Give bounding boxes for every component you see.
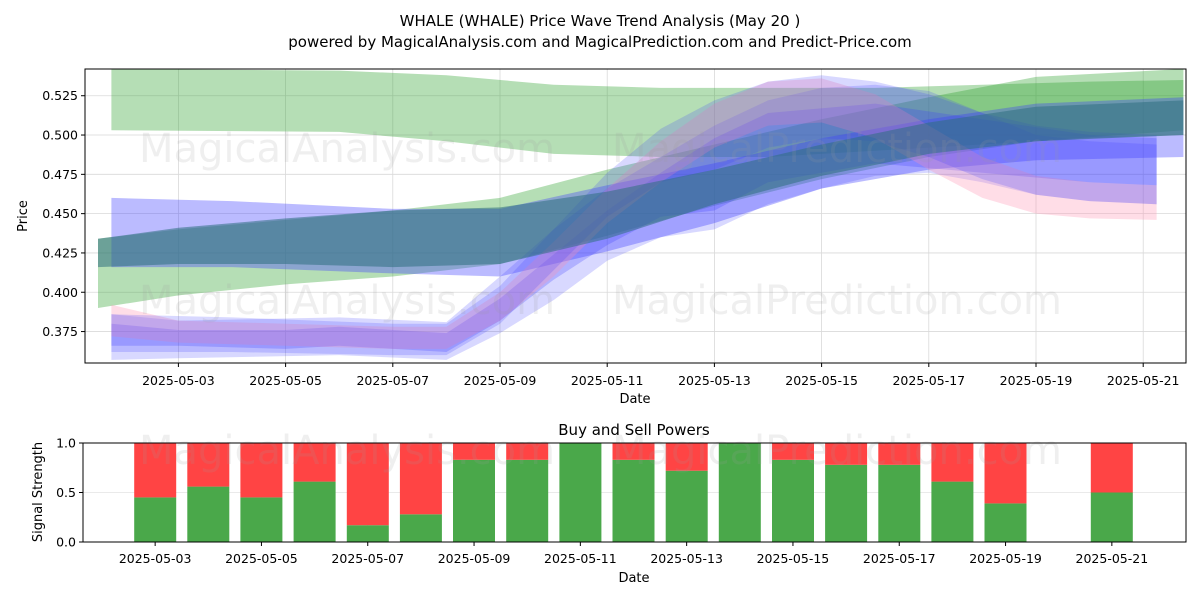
watermark-prediction-mid: MagicalPrediction.com: [612, 278, 1062, 324]
buy-sell-x-tick-label: 2025-05-07: [331, 551, 404, 566]
sell-bar: [931, 443, 974, 482]
buy-sell-plot: Buy and Sell Powers MagicalAnalysis.com …: [31, 421, 1187, 586]
buy-sell-y-tick-label: 0.5: [56, 485, 76, 500]
price-y-ticks: 0.375 0.400 0.425 0.450 0.475 0.500 0.525: [42, 88, 85, 339]
price-x-tick-label: 2025-05-03: [142, 373, 215, 388]
price-x-ticks: 2025-05-03 2025-05-05 2025-05-07 2025-05-09…: [142, 363, 1180, 388]
buy-bar: [825, 464, 868, 542]
buy-sell-x-tick-label: 2025-05-19: [969, 551, 1042, 566]
price-x-tick-label: 2025-05-09: [464, 373, 537, 388]
price-band-teal-7: [98, 100, 1184, 268]
buy-sell-x-tick-label: 2025-05-09: [438, 551, 511, 566]
watermark-analysis-bottom: MagicalAnalysis.com: [139, 428, 555, 474]
buy-bar: [293, 481, 336, 542]
watermark-analysis-mid: MagicalAnalysis.com: [139, 278, 555, 324]
price-x-tick-label: 2025-05-21: [1107, 373, 1180, 388]
price-x-tick-label: 2025-05-05: [249, 373, 322, 388]
sell-bar: [665, 443, 708, 471]
sell-bar: [187, 443, 230, 487]
price-wave-plot: MagicalAnalysis.com MagicalPrediction.co…: [16, 68, 1187, 407]
price-y-label: Price: [16, 200, 31, 232]
buy-sell-x-tick-label: 2025-05-05: [225, 551, 298, 566]
buy-bar: [453, 459, 495, 542]
buy-sell-x-tick-label: 2025-05-15: [757, 551, 830, 566]
buy-bar: [240, 497, 283, 542]
buy-bar: [878, 464, 921, 542]
buy-bar: [346, 525, 389, 542]
price-y-tick-label: 0.375: [42, 324, 78, 339]
buy-sell-y-ticks: 0.0 0.5 1.0: [56, 436, 83, 550]
sell-bar: [1090, 443, 1133, 493]
price-x-tick-label: 2025-05-07: [356, 373, 429, 388]
chart-title: WHALE (WHALE) Price Wave Trend Analysis …: [400, 12, 801, 30]
sell-bar: [346, 443, 389, 526]
price-y-tick-label: 0.475: [42, 167, 78, 182]
chart-subtitle: powered by MagicalAnalysis.com and Magic…: [288, 33, 912, 51]
sell-bar: [506, 443, 549, 460]
buy-bar: [399, 514, 442, 542]
sell-bar: [878, 443, 921, 465]
sell-bar: [240, 443, 283, 498]
buy-sell-y-label: Signal Strength: [31, 442, 46, 542]
buy-bar: [134, 497, 177, 542]
buy-sell-title: Buy and Sell Powers: [558, 421, 710, 439]
sell-bar: [453, 443, 495, 460]
sell-bar: [399, 443, 442, 515]
buy-bar: [187, 486, 230, 542]
price-wave-bands: [98, 69, 1184, 360]
buy-bar: [665, 470, 708, 542]
buy-bar: [612, 459, 655, 542]
price-y-tick-label: 0.425: [42, 245, 78, 260]
buy-bar: [984, 503, 1027, 542]
sell-bar: [825, 443, 868, 465]
price-y-tick-label: 0.450: [42, 206, 78, 221]
buy-sell-x-tick-label: 2025-05-11: [544, 551, 617, 566]
buy-bar: [772, 459, 814, 542]
price-x-tick-label: 2025-05-13: [678, 373, 751, 388]
buy-sell-x-tick-label: 2025-05-13: [650, 551, 723, 566]
buy-sell-x-label: Date: [618, 571, 649, 586]
price-x-label: Date: [619, 392, 650, 407]
buy-sell-bars: [134, 443, 1133, 542]
price-y-tick-label: 0.400: [42, 285, 78, 300]
buy-bar: [506, 459, 549, 542]
buy-bar: [718, 443, 761, 542]
sell-bar: [134, 443, 177, 498]
buy-sell-x-ticks: 2025-05-03 2025-05-05 2025-05-07 2025-05-09…: [119, 542, 1148, 566]
price-plot-frame: [84, 68, 1187, 364]
sell-bar: [293, 443, 336, 482]
buy-sell-y-tick-label: 1.0: [56, 436, 76, 451]
buy-bar: [559, 443, 602, 542]
buy-sell-y-tick-label: 0.0: [56, 535, 76, 550]
buy-sell-x-tick-label: 2025-05-03: [119, 551, 192, 566]
watermark-prediction-top: MagicalPrediction.com: [612, 126, 1062, 172]
price-x-tick-label: 2025-05-11: [571, 373, 644, 388]
price-x-tick-label: 2025-05-15: [785, 373, 858, 388]
watermark-prediction-bottom: MagicalPrediction.com: [612, 428, 1062, 474]
watermark-analysis-top: MagicalAnalysis.com: [139, 126, 555, 172]
sell-bar: [612, 443, 655, 460]
buy-sell-x-tick-label: 2025-05-17: [863, 551, 936, 566]
price-y-tick-label: 0.525: [42, 88, 78, 103]
buy-sell-x-tick-label: 2025-05-21: [1076, 551, 1149, 566]
price-x-tick-label: 2025-05-17: [892, 373, 965, 388]
price-y-tick-label: 0.500: [42, 128, 78, 143]
buy-bar: [931, 481, 974, 542]
price-bands-clip: [98, 69, 1184, 360]
buy-bar: [1090, 492, 1133, 542]
price-x-tick-label: 2025-05-19: [1000, 373, 1073, 388]
sell-bar: [984, 443, 1027, 504]
sell-bar: [772, 443, 814, 460]
